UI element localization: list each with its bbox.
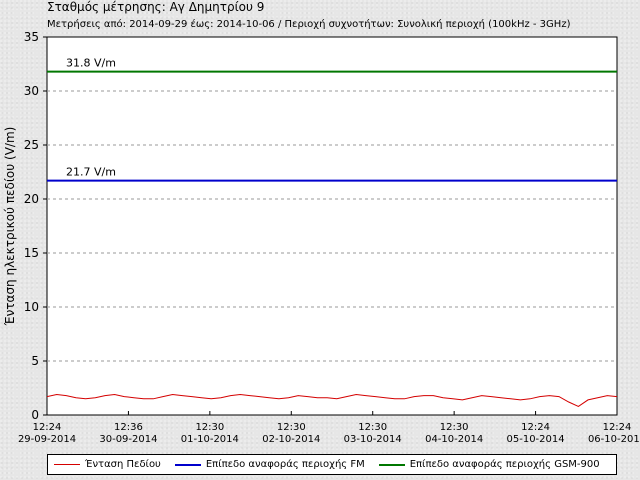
x-tick-time: 12:36 <box>114 422 143 433</box>
y-tick-label: 30 <box>24 84 39 98</box>
x-tick-date: 04-10-2014 <box>425 434 483 445</box>
y-tick-label: 20 <box>24 192 39 206</box>
y-tick-label: 15 <box>24 246 39 260</box>
y-axis-label: Ένταση ηλεκτρικού πεδίου (V/m) <box>3 127 17 327</box>
x-tick-date: 29-09-2014 <box>18 434 76 445</box>
y-tick-label: 35 <box>24 30 39 44</box>
y-tick-label: 25 <box>24 138 39 152</box>
legend-label-fm: Επίπεδο αναφοράς περιοχής FM <box>205 459 365 470</box>
legend-item-gsm: Επίπεδο αναφοράς περιοχής GSM-900 <box>378 459 600 470</box>
x-tick-time: 12:30 <box>195 422 224 433</box>
x-tick-time: 12:24 <box>521 422 550 433</box>
y-tick-label: 10 <box>24 300 39 314</box>
x-axis: 12:2429-09-201412:3630-09-201412:3001-10… <box>18 411 640 445</box>
y-axis: 0 5 10 15 20 25 30 35 <box>24 30 47 422</box>
legend-swatch-fm <box>174 463 201 466</box>
y-tick-label: 5 <box>31 354 39 368</box>
legend-swatch-field <box>54 464 80 465</box>
series-lines <box>46 70 618 407</box>
x-tick-date: 06-10-2014 <box>588 434 640 445</box>
x-tick-time: 12:30 <box>277 422 306 433</box>
x-tick-date: 01-10-2014 <box>181 434 239 445</box>
x-tick-time: 12:30 <box>440 422 469 433</box>
x-tick-date: 03-10-2014 <box>344 434 402 445</box>
x-tick-date: 05-10-2014 <box>507 434 565 445</box>
legend-label-gsm: Επίπεδο αναφοράς περιοχής GSM-900 <box>409 459 600 470</box>
y-tick-label: 0 <box>31 408 39 422</box>
plot-area <box>46 36 618 416</box>
x-tick-time: 12:24 <box>603 422 632 433</box>
x-tick-time: 12:30 <box>358 422 387 433</box>
grid-lines <box>47 90 617 362</box>
annotation-gsm: 31.8 V/m <box>66 57 116 70</box>
legend-item-fm: Επίπεδο αναφοράς περιοχής FM <box>174 459 365 470</box>
x-tick-date: 30-09-2014 <box>99 434 157 445</box>
x-tick-time: 12:24 <box>33 422 62 433</box>
series-field-strength-line <box>46 393 618 407</box>
legend-label-field: Ένταση Πεδίου <box>85 459 161 470</box>
legend-item-field: Ένταση Πεδίου <box>54 459 161 470</box>
chart-title: Σταθμός μέτρησης: Αγ Δημητρίου 9 <box>47 0 265 14</box>
x-tick-date: 02-10-2014 <box>262 434 320 445</box>
annotation-fm: 21.7 V/m <box>66 166 116 179</box>
legend-swatch-gsm <box>378 463 405 466</box>
legend: Ένταση Πεδίου Επίπεδο αναφοράς περιοχής … <box>47 454 617 475</box>
chart-subtitle: Μετρήσεις από: 2014-09-29 έως: 2014-10-0… <box>47 19 571 30</box>
